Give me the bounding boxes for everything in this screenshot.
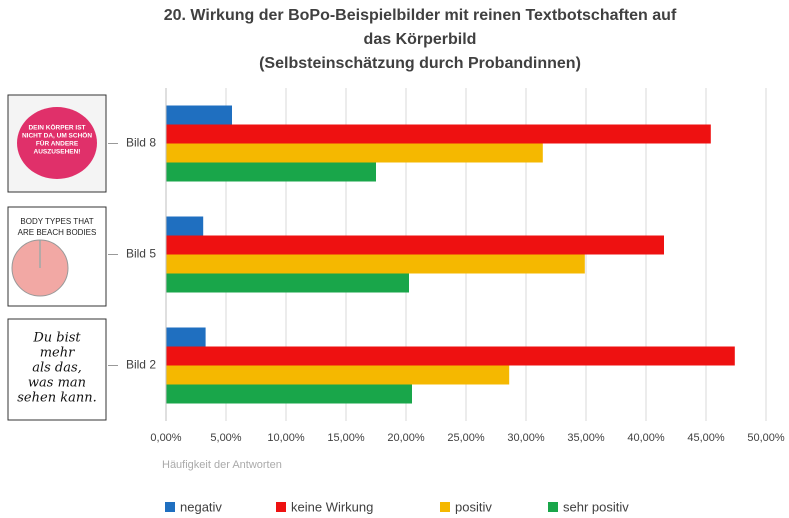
bar [166, 216, 204, 236]
thumbnail [7, 94, 107, 421]
x-tick-label: 40,00% [627, 432, 665, 444]
bar [166, 327, 206, 347]
x-tick-label: 0,00% [150, 432, 181, 444]
bar [166, 384, 412, 404]
thumbnail-text: FÜR ANDERE [36, 139, 79, 148]
bar [166, 346, 735, 366]
x-tick-label: 5,00% [210, 432, 241, 444]
x-tick-label: 35,00% [567, 432, 605, 444]
bar [166, 124, 711, 144]
thumbnail-frame [7, 318, 107, 421]
legend-label: negativ [180, 499, 222, 514]
y-tick-label: Bild 5 [126, 247, 156, 261]
thumbnail-text: sehen kann. [17, 391, 96, 406]
x-tick-label: 30,00% [507, 432, 545, 444]
x-tick-label: 15,00% [327, 432, 365, 444]
thumbnail-text: als das, [32, 361, 82, 376]
y-tick-label: Bild 8 [126, 136, 156, 150]
bar [166, 254, 585, 274]
bar [166, 105, 232, 125]
bar [166, 365, 510, 385]
bar [166, 235, 664, 255]
chart-title: (Selbsteinschätzung durch Probandinnen) [259, 55, 581, 72]
thumbnail-text: mehr [40, 346, 75, 361]
thumbnail-text: NICHT DA, UM SCHÖN [22, 131, 92, 140]
legend-swatch [440, 502, 450, 512]
thumbnail-text: AUSZUSEHEN! [34, 149, 81, 156]
thumbnail-text: DEIN KÖRPER IST [28, 123, 85, 132]
legend-swatch [548, 502, 558, 512]
chart-title: 20. Wirkung der BoPo-Beispielbilder mit … [164, 7, 677, 24]
bar [166, 273, 409, 293]
chart-title: das Körperbild [364, 31, 477, 48]
x-tick-label: 50,00% [747, 432, 785, 444]
x-tick-label: 25,00% [447, 432, 485, 444]
x-tick-label: 10,00% [267, 432, 305, 444]
legend-label: positiv [455, 499, 492, 514]
thumbnail-text: ARE BEACH BODIES [18, 228, 97, 237]
x-tick-label: 45,00% [687, 432, 725, 444]
legend-label: sehr positiv [563, 499, 629, 514]
bar [166, 143, 543, 163]
y-tick-label: Bild 2 [126, 358, 156, 372]
x-axis-title: Häufigkeit der Antworten [162, 459, 282, 471]
thumbnail-text: was man [28, 376, 86, 391]
bar [166, 162, 376, 182]
legend-swatch [276, 502, 286, 512]
thumbnail-text: BODY TYPES THAT [20, 217, 93, 226]
thumbnail-blob [17, 107, 97, 179]
legend-label: keine Wirkung [291, 499, 373, 514]
x-tick-label: 20,00% [387, 432, 425, 444]
thumbnail-text: Du bist [32, 331, 81, 346]
legend-swatch [165, 502, 175, 512]
